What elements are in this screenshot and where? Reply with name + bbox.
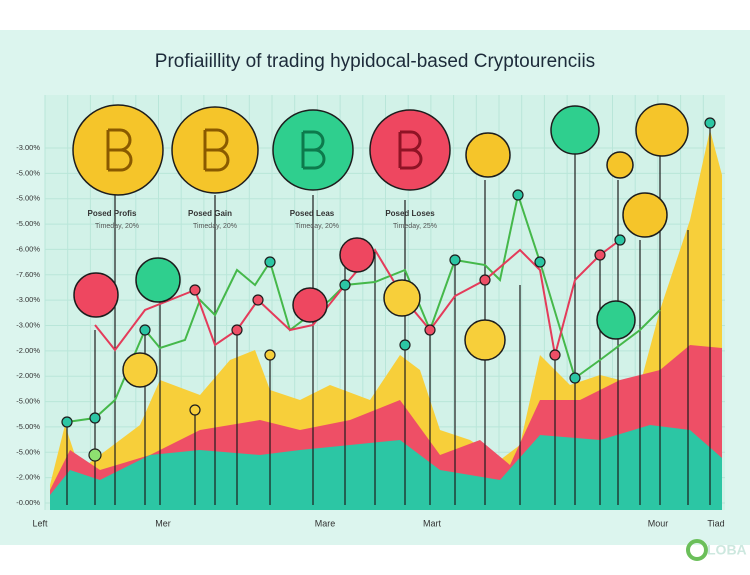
y-tick-label: -3.00% [16,143,40,152]
x-tick-label: Left [32,518,48,528]
x-tick-label: Mer [155,518,171,528]
title: Profiaiillity of trading hypidocal-based… [155,51,595,72]
y-tick-label: -7.60% [16,270,40,279]
y-tick-label: -3.00% [16,320,40,329]
captions: Posed Profis Timeday, 20% Posed Gain Timeda… [88,209,437,230]
y-tick-label: -5.00% [16,447,40,456]
red-line [94,239,621,356]
y-tick-label: -5.00% [16,168,40,177]
y-tick-label: -6.00% [16,244,40,253]
caption-sub: Timeday, 20% [193,223,237,230]
y-tick-label: -3.00% [16,295,40,304]
y-tick-label: -5.00% [16,422,40,431]
caption-title: Posed Profis [88,209,137,218]
teal-area [50,425,722,510]
x-tick-label: Mare [315,518,336,528]
y-tick-label: -2.00% [16,346,40,355]
y-tick-label: -5.00% [16,219,40,228]
x-axis: Left Mer Mare Mart Mour Tiad [32,518,724,528]
caption-sub: Timeday, 25% [393,223,437,230]
caption-sub: Timeday, 20% [95,223,139,230]
y-tick-label: -2.00% [16,371,40,380]
y-tick-label: -5.00% [16,397,40,406]
y-axis: -3.00% -5.00% -5.00% -5.00% -6.00% -7.60% -3.0… [16,143,40,507]
coin-symbols [106,128,423,172]
logo-ring [686,539,708,561]
dots [61,117,716,462]
vertical-lines [66,125,711,505]
caption-title: Posed Gain [188,209,232,218]
y-tick-label: -2.00% [16,473,40,482]
watermark: LOBA [707,542,747,558]
caption-sub: Timeday, 20% [295,223,339,230]
y-tick-label: -5.00% [16,194,40,203]
x-tick-label: Mour [648,518,669,528]
green-line [66,191,661,423]
y-tick-label: -0.00% [16,498,40,507]
x-tick-label: Mart [423,518,441,528]
x-tick-label: Tiad [707,518,724,528]
caption-title: Posed Leas [290,209,335,218]
caption-title: Posed Loses [385,209,435,218]
